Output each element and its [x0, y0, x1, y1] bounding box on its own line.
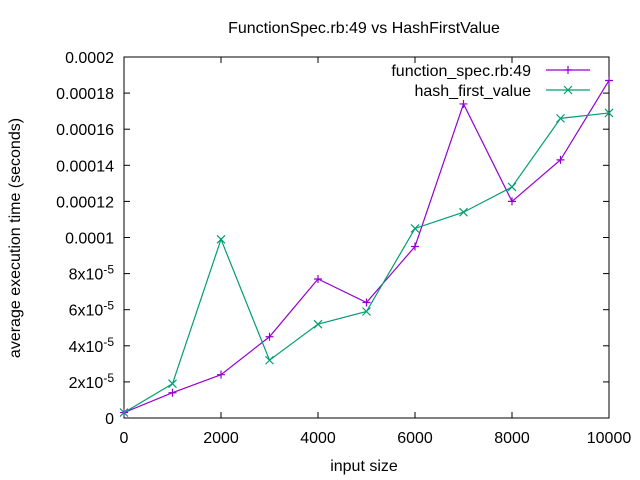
x-tick-label: 4000 [300, 430, 336, 447]
series-2 [119, 108, 614, 418]
y-tick-label: 0.00016 [56, 122, 114, 139]
data-point [411, 242, 419, 251]
data-point [168, 379, 177, 389]
y-tick-label: 0.00018 [56, 86, 114, 103]
data-point [508, 197, 516, 206]
data-point [605, 76, 613, 85]
data-point [556, 155, 565, 164]
data-point [265, 355, 274, 365]
data-point [604, 108, 614, 118]
data-point [459, 99, 468, 108]
series-line [123, 112, 610, 414]
series-line [123, 80, 610, 414]
data-point [507, 182, 517, 192]
y-tick-label: 0.0001 [65, 231, 114, 248]
data-point [362, 307, 371, 316]
x-tick-label: 8000 [494, 430, 530, 447]
y-tick-label: 2x10-5 [69, 371, 115, 392]
series-layer [119, 76, 614, 418]
data-point [265, 332, 274, 341]
y-tick-label: 4x10-5 [69, 335, 115, 356]
data-point [314, 275, 322, 284]
data-point [410, 224, 420, 233]
legend-marker [563, 85, 573, 95]
y-tick-label: 0.00012 [56, 194, 114, 211]
data-point [362, 298, 371, 307]
x-tick-label: 0 [120, 430, 129, 447]
data-point [459, 207, 468, 217]
y-tick-label: 8x10-5 [69, 263, 115, 284]
y-tick-label: 0 [105, 411, 114, 428]
data-point [313, 319, 323, 329]
legend-label: function_spec.rb:49 [391, 63, 531, 80]
x-tick-label: 6000 [397, 430, 433, 447]
data-point [556, 113, 565, 123]
legend-marker [564, 66, 572, 74]
series-1 [120, 76, 613, 417]
x-axis-label: input size [330, 458, 398, 475]
x-tick-label: 2000 [203, 430, 239, 447]
y-tick-label: 6x10-5 [69, 299, 115, 320]
y-axis-label: average execution time (seconds) [7, 118, 24, 358]
y-tick-label: 0.0002 [65, 50, 114, 67]
data-point [217, 370, 225, 379]
plot-frame [123, 56, 610, 419]
x-tick-label: 10000 [587, 430, 632, 447]
y-tick-label: 0.00014 [56, 158, 114, 175]
plot-area: 0 2x10-5 4x10-5 6x10-5 8x10-5 0.0001 0.00012 0.… [56, 50, 631, 447]
data-point [168, 388, 177, 397]
data-point [119, 408, 129, 418]
legend: function_spec.rb:49 hash_first_value [391, 63, 590, 100]
data-point [216, 234, 226, 244]
chart-title: FunctionSpec.rb:49 vs HashFirstValue [228, 20, 500, 37]
legend-label: hash_first_value [414, 83, 531, 100]
